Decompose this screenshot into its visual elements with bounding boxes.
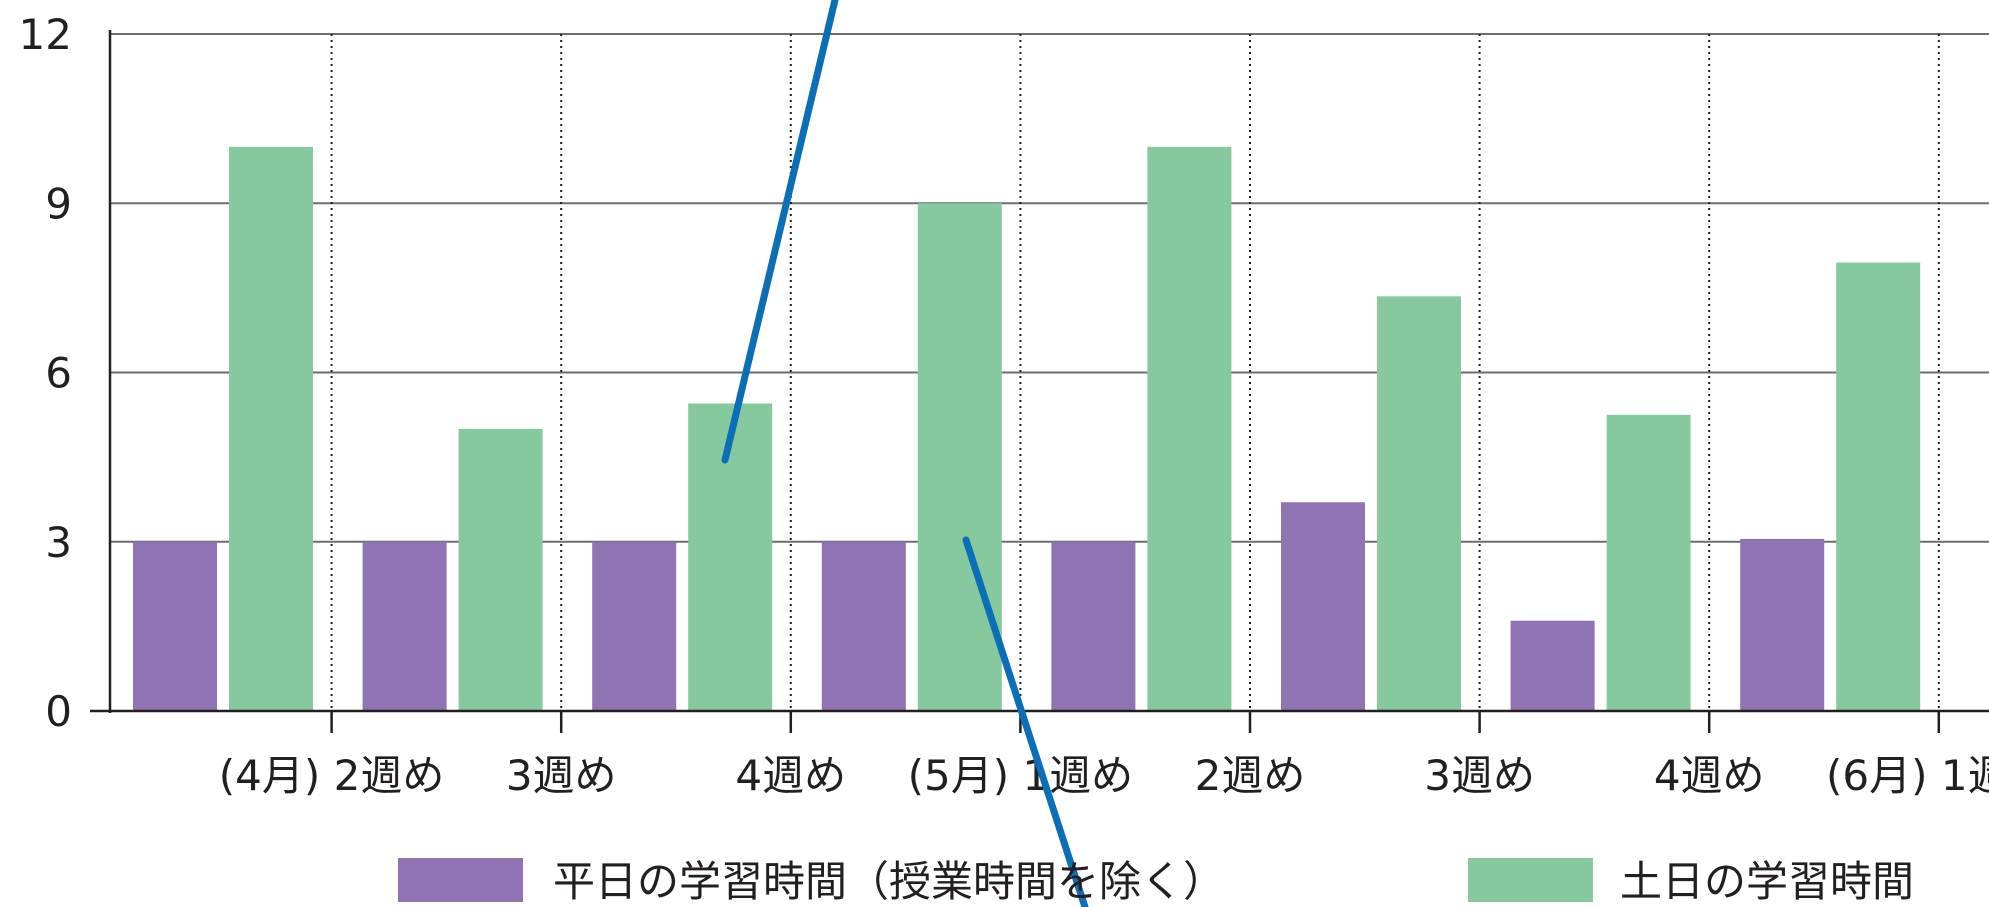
x-tick-label: 4週め: [735, 751, 846, 800]
legend-swatch-weekend: [1468, 858, 1593, 902]
axes: 0 3 6 9 12 (4月) 2週め 3週め 4週め (5月) 1週め 2週め 3週め 4週め (6月…: [19, 10, 1989, 800]
bar-weekend-3: [688, 403, 773, 711]
bars: [133, 146, 1921, 712]
x-tick-label: 3週め: [506, 751, 617, 800]
bar-weekend-1: [229, 146, 313, 712]
y-tick-label: 6: [45, 349, 72, 398]
bar-weekday-1: [133, 541, 217, 711]
bar-weekend-2: [458, 428, 543, 711]
x-tick-label: 2週め: [1195, 751, 1306, 800]
legend-swatch-weekday: [398, 858, 523, 902]
legend-label-weekday: 平日の学習時間（授業時間を除く）: [553, 857, 1225, 906]
legend: 平日の学習時間（授業時間を除く） 土日の学習時間: [398, 857, 1914, 906]
y-tick-label: 0: [45, 687, 72, 736]
y-tick-label: 9: [45, 179, 72, 228]
x-tick-label: 4週め: [1654, 751, 1765, 800]
x-tick-label: (6月) 1週め: [1826, 751, 1989, 800]
x-tick-label: (5月) 1週め: [908, 751, 1134, 800]
annotation-line-lower: [962, 536, 1089, 907]
bar-weekday-6: [1281, 502, 1365, 711]
bar-weekday-5: [1051, 541, 1136, 711]
annotation-lines: [721, 0, 1089, 907]
bar-weekday-8: [1740, 538, 1825, 711]
bar-weekend-8: [1836, 262, 1921, 711]
bar-weekend-7: [1606, 414, 1691, 711]
x-tick-label: 3週め: [1424, 751, 1535, 800]
bar-weekday-4: [821, 541, 906, 711]
bar-weekend-5: [1147, 146, 1232, 712]
x-tick-label: (4月) 2週め: [219, 751, 445, 800]
legend-label-weekend: 土日の学習時間: [1620, 857, 1914, 906]
bar-weekday-3: [592, 541, 677, 711]
bar-weekend-6: [1377, 296, 1461, 711]
annotation-line-upper: [721, 0, 839, 464]
bar-weekend-4: [917, 203, 1002, 711]
y-tick-label: 12: [19, 10, 72, 59]
bar-weekday-2: [362, 541, 447, 711]
y-tick-label: 3: [45, 518, 72, 567]
bar-weekday-7: [1510, 620, 1595, 711]
